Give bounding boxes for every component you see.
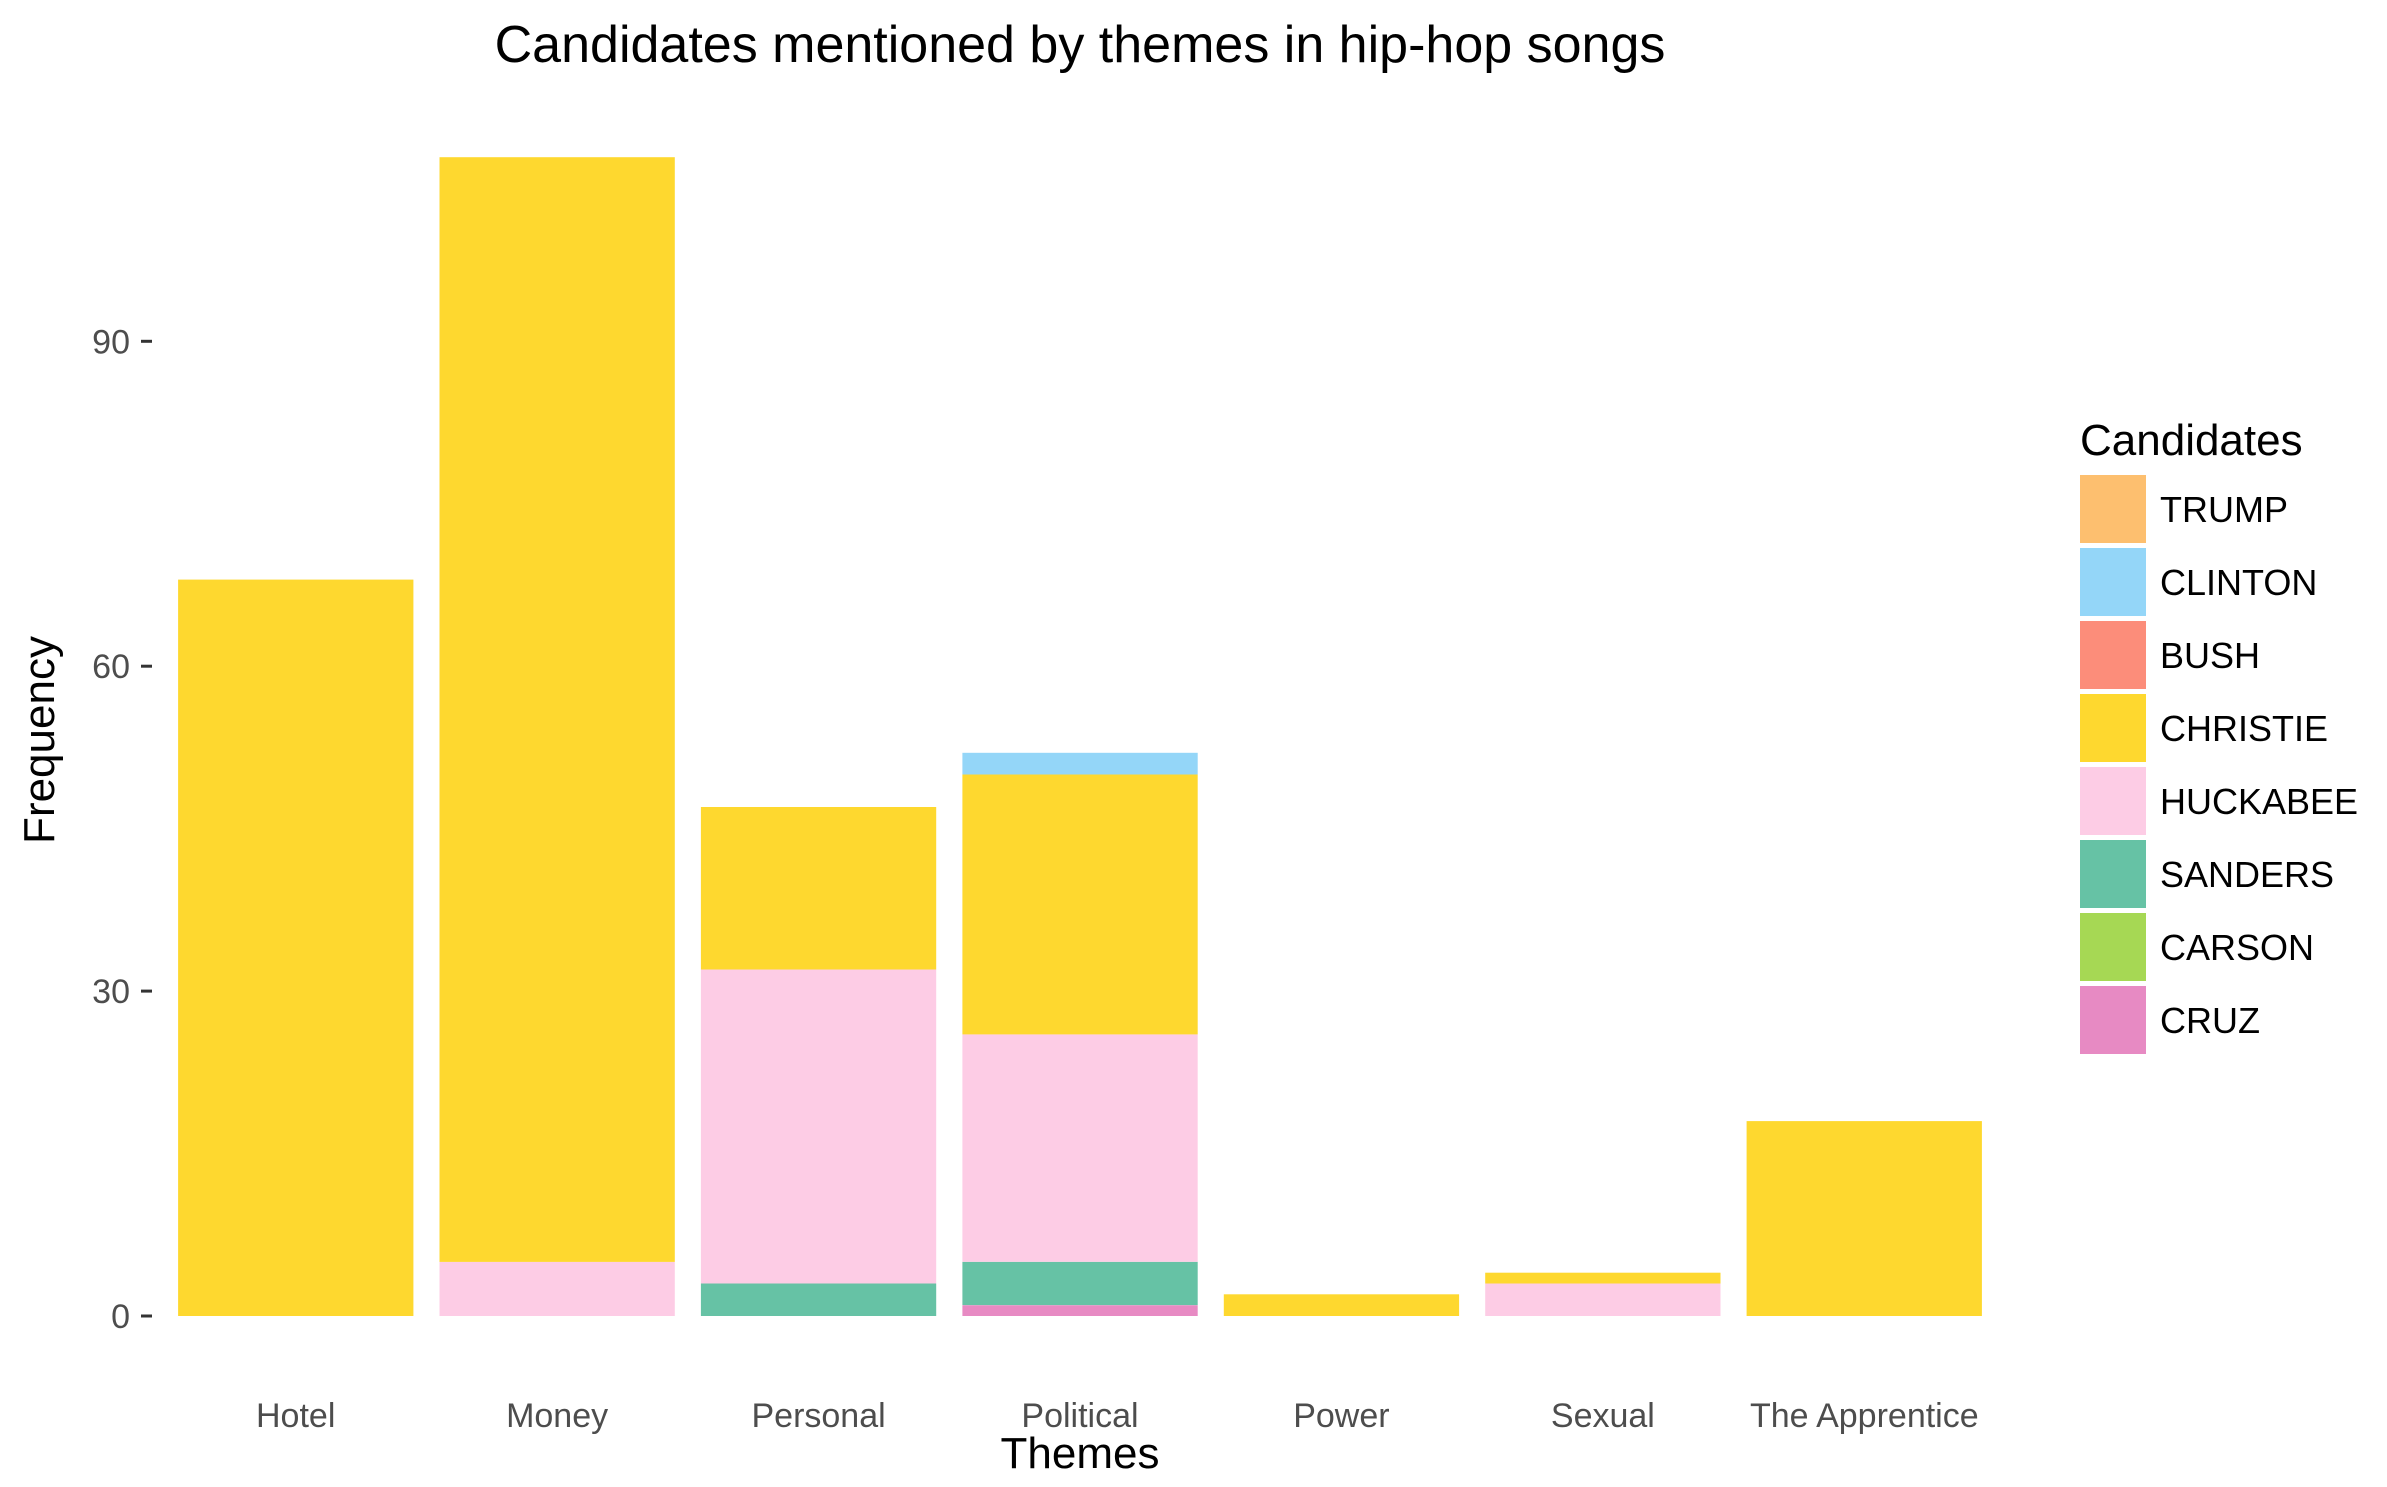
x-tick-label: Personal <box>751 1397 885 1435</box>
y-tick-label: 30 <box>92 973 130 1011</box>
bar-personal-christie <box>700 807 937 970</box>
legend-label-cruz: CRUZ <box>2160 1000 2260 1041</box>
x-axis: Hotel Money Personal Political Power Sexual Th… <box>256 1397 1979 1435</box>
bar-hotel-christie <box>178 579 414 1316</box>
x-tick-label: The Apprentice <box>1750 1397 1979 1435</box>
legend-key-bush <box>2080 621 2146 689</box>
bar-sexual-christie <box>1485 1272 1721 1284</box>
x-tick-label: Power <box>1293 1397 1389 1435</box>
legend-label-huckabee: HUCKABEE <box>2160 781 2358 822</box>
legend-key-cruz <box>2080 986 2146 1054</box>
x-tick-label: Hotel <box>256 1397 335 1435</box>
legend-label-clinton: CLINTON <box>2160 562 2317 603</box>
bar-power-christie <box>1223 1294 1460 1316</box>
bar-political-sanders <box>962 1261 1198 1306</box>
legend-key-carson <box>2080 913 2146 981</box>
bar-sexual-huckabee <box>1485 1283 1721 1316</box>
bar-the-apprentice-christie <box>1746 1121 1982 1316</box>
x-tick-label: Sexual <box>1551 1397 1655 1435</box>
chart-title: Candidates mentioned by themes in hip-ho… <box>495 16 1666 74</box>
y-axis-title: Frequency <box>15 636 64 844</box>
bar-political-cruz <box>962 1305 1198 1316</box>
legend-key-clinton <box>2080 548 2146 616</box>
legend-label-christie: CHRISTIE <box>2160 708 2328 749</box>
legend-label-carson: CARSON <box>2160 927 2314 968</box>
legend-label-bush: BUSH <box>2160 635 2260 676</box>
legend-key-huckabee <box>2080 767 2146 835</box>
legend: Candidates TRUMP CLINTON BUSH CHRISTIE HUCKA… <box>2080 416 2358 1054</box>
x-axis-title: Themes <box>1001 1429 1160 1478</box>
bar-money-huckabee <box>439 1261 675 1316</box>
bar-political-clinton <box>962 752 1198 775</box>
legend-key-sanders <box>2080 840 2146 908</box>
bar-personal-sanders <box>700 1283 937 1316</box>
x-tick-label: Political <box>1021 1397 1138 1435</box>
bars <box>178 157 1982 1316</box>
legend-title: Candidates <box>2080 416 2303 465</box>
bar-personal-huckabee <box>700 969 937 1284</box>
legend-key-christie <box>2080 694 2146 762</box>
bar-political-christie <box>962 774 1198 1035</box>
y-tick-label: 60 <box>92 648 130 686</box>
y-axis: 0 30 60 90 <box>92 323 152 1336</box>
x-tick-label: Money <box>506 1397 608 1435</box>
bar-political-huckabee <box>962 1034 1198 1262</box>
y-tick-label: 0 <box>111 1298 130 1336</box>
legend-label-sanders: SANDERS <box>2160 854 2334 895</box>
legend-label-trump: TRUMP <box>2160 489 2288 530</box>
y-tick-label: 90 <box>92 323 130 361</box>
bar-money-christie <box>439 157 675 1262</box>
legend-key-trump <box>2080 475 2146 543</box>
